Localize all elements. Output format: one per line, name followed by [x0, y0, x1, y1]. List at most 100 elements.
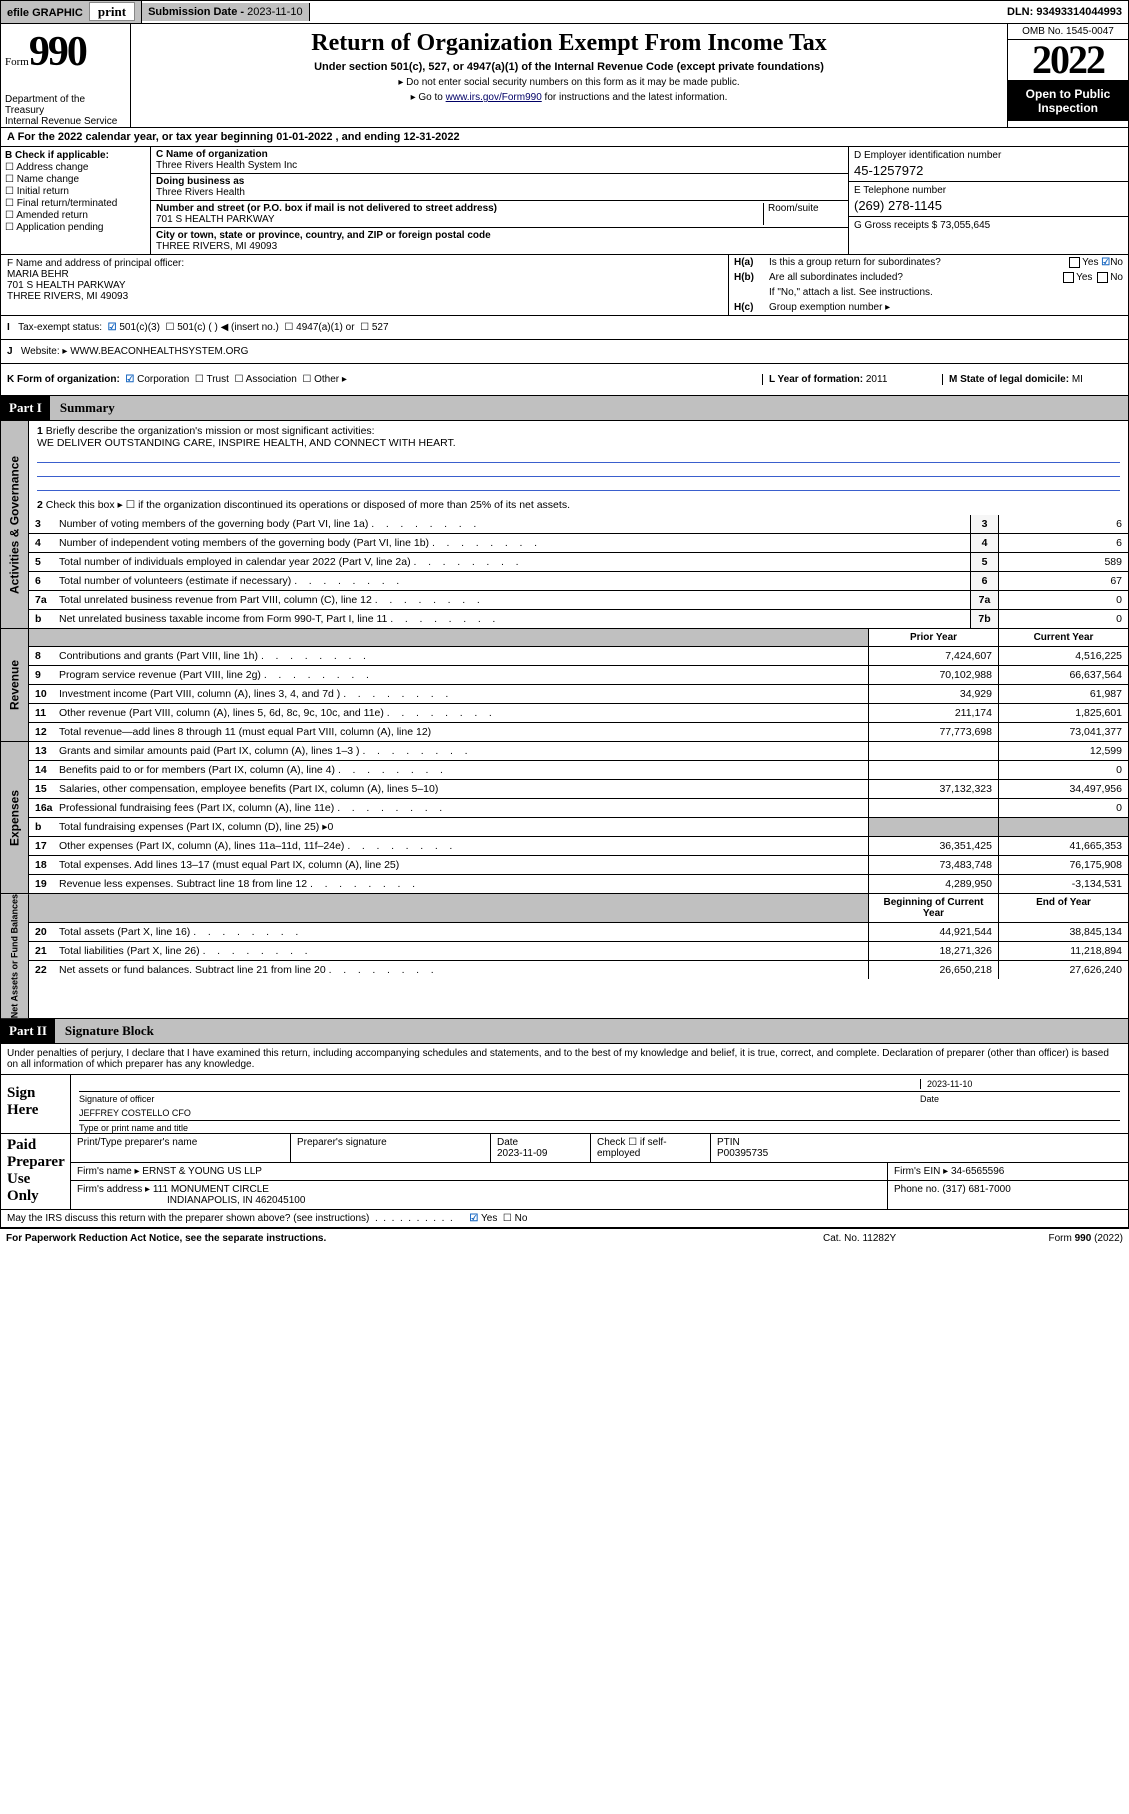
state-domicile: M State of legal domicile: MI	[942, 374, 1122, 385]
line14-prior	[868, 761, 998, 779]
dept-treasury: Department of the TreasuryInternal Reven…	[5, 94, 126, 127]
line6-text: Total number of volunteers (estimate if …	[57, 572, 970, 590]
col-blank	[29, 629, 57, 646]
line13-prior	[868, 742, 998, 760]
line14-num: 14	[29, 761, 57, 779]
ptin: PTINP00395735	[711, 1134, 1128, 1162]
period-row: A For the 2022 calendar year, or tax yea…	[0, 128, 1129, 147]
line11-text: Other revenue (Part VIII, column (A), li…	[57, 704, 868, 722]
firm-name: Firm's name ▸ ERNST & YOUNG US LLP	[71, 1163, 888, 1180]
firm-ein: Firm's EIN ▸ 34-6565596	[888, 1163, 1128, 1180]
line4-box: 4	[970, 534, 998, 552]
line15-text: Salaries, other compensation, employee b…	[57, 780, 868, 798]
line9-num: 9	[29, 666, 57, 684]
form-note2: ▸ Go to www.irs.gov/Form990 for instruct…	[135, 92, 1003, 103]
line19-prior: 4,289,950	[868, 875, 998, 893]
officer-name: JEFFREY COSTELLO CFO	[79, 1108, 191, 1118]
mission-text: WE DELIVER OUTSTANDING CARE, INSPIRE HEA…	[37, 437, 456, 449]
line1-num: 1	[37, 425, 43, 437]
line7b-num: b	[29, 610, 57, 628]
part1-header: Part I	[1, 396, 50, 420]
line2-num: 2	[37, 499, 43, 511]
line5-val: 589	[998, 553, 1128, 571]
declaration: Under penalties of perjury, I declare th…	[1, 1044, 1128, 1074]
may-discuss: May the IRS discuss this return with the…	[1, 1210, 1128, 1227]
line15-num: 15	[29, 780, 57, 798]
line8-num: 8	[29, 647, 57, 665]
line5-text: Total number of individuals employed in …	[57, 553, 970, 571]
line16a-curr: 0	[998, 799, 1128, 817]
h-c-label: H(c)	[734, 302, 769, 313]
line10-num: 10	[29, 685, 57, 703]
part2-header: Part II	[1, 1019, 55, 1043]
line9-curr: 66,637,564	[998, 666, 1128, 684]
line19-num: 19	[29, 875, 57, 893]
part2-title: Signature Block	[55, 1019, 164, 1043]
public-inspection: Open to Public Inspection	[1008, 81, 1128, 121]
h-a-yn: Yes ☑No	[1067, 257, 1123, 268]
irs-link[interactable]: www.irs.gov/Form990	[446, 92, 542, 103]
form-of-org: K Form of organization: ☑ Corporation ☐ …	[7, 374, 762, 385]
line9-text: Program service revenue (Part VIII, line…	[57, 666, 868, 684]
line9-prior: 70,102,988	[868, 666, 998, 684]
h-b-yn: Yes No	[1061, 272, 1123, 283]
line6-num: 6	[29, 572, 57, 590]
paid-preparer: Paid Preparer Use Only	[1, 1134, 71, 1209]
line5-box: 5	[970, 553, 998, 571]
line8-prior: 7,424,607	[868, 647, 998, 665]
sign-here: Sign Here	[1, 1075, 71, 1133]
line10-text: Investment income (Part VIII, column (A)…	[57, 685, 868, 703]
line3-box: 3	[970, 515, 998, 533]
tab-expenses: Expenses	[1, 742, 29, 893]
cat-no: Cat. No. 11282Y	[823, 1233, 983, 1244]
line17-curr: 41,665,353	[998, 837, 1128, 855]
line7a-box: 7a	[970, 591, 998, 609]
line6-val: 67	[998, 572, 1128, 590]
line16b-text: Total fundraising expenses (Part IX, col…	[57, 818, 868, 836]
line18-text: Total expenses. Add lines 13–17 (must eq…	[57, 856, 868, 874]
tab-activities-governance: Activities & Governance	[1, 421, 29, 628]
submission-date: Submission Date - 2023-11-10	[142, 3, 309, 21]
line13-num: 13	[29, 742, 57, 760]
line7a-num: 7a	[29, 591, 57, 609]
preparer-date: Date2023-11-09	[491, 1134, 591, 1162]
line17-text: Other expenses (Part IX, column (A), lin…	[57, 837, 868, 855]
current-year-hdr: Current Year	[998, 629, 1128, 646]
line14-curr: 0	[998, 761, 1128, 779]
line12-num: 12	[29, 723, 57, 741]
line16a-num: 16a	[29, 799, 57, 817]
form-footer: Form 990 (2022)	[983, 1233, 1123, 1244]
line22-boy: 26,650,218	[868, 961, 998, 979]
pra-notice: For Paperwork Reduction Act Notice, see …	[6, 1233, 823, 1244]
officer-type-label: Type or print name and title	[71, 1123, 1128, 1133]
line1-text: Briefly describe the organization's miss…	[46, 425, 375, 437]
line4-text: Number of independent voting members of …	[57, 534, 970, 552]
line11-num: 11	[29, 704, 57, 722]
preparer-name-lbl: Print/Type preparer's name	[71, 1134, 291, 1162]
line19-text: Revenue less expenses. Subtract line 18 …	[57, 875, 868, 893]
line12-text: Total revenue—add lines 8 through 11 (mu…	[57, 723, 868, 741]
boy-hdr: Beginning of Current Year	[868, 894, 998, 922]
date-label: Date	[920, 1094, 1120, 1104]
line12-prior: 77,773,698	[868, 723, 998, 741]
city-state-zip: City or town, state or province, country…	[151, 228, 848, 254]
form-number: Form990	[5, 28, 126, 76]
dln: DLN: 93493314044993	[1001, 3, 1128, 21]
line5-num: 5	[29, 553, 57, 571]
line15-curr: 34,497,956	[998, 780, 1128, 798]
line8-text: Contributions and grants (Part VIII, lin…	[57, 647, 868, 665]
prior-year-hdr: Prior Year	[868, 629, 998, 646]
line3-num: 3	[29, 515, 57, 533]
preparer-sig-lbl: Preparer's signature	[291, 1134, 491, 1162]
street-address: Number and street (or P.O. box if mail i…	[156, 203, 763, 225]
ein: D Employer identification number45-12579…	[849, 147, 1128, 182]
h-b-label: H(b)	[734, 272, 769, 283]
firm-phone: Phone no. (317) 681-7000	[888, 1181, 1128, 1209]
print-button[interactable]: print	[89, 2, 135, 21]
line16b-prior	[868, 818, 998, 836]
line12-curr: 73,041,377	[998, 723, 1128, 741]
line21-text: Total liabilities (Part X, line 26)	[57, 942, 868, 960]
part1-title: Summary	[50, 396, 125, 420]
line11-prior: 211,174	[868, 704, 998, 722]
principal-officer: F Name and address of principal officer:…	[1, 255, 728, 315]
